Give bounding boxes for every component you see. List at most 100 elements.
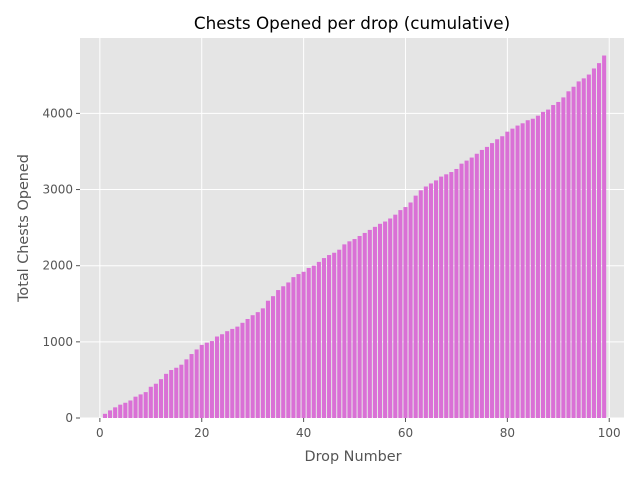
bar	[194, 349, 199, 418]
bar	[286, 282, 291, 418]
bar	[174, 367, 179, 418]
bar	[540, 111, 546, 418]
y-ticks: 0 1000 2000 3000 4000	[42, 106, 80, 425]
bar	[505, 131, 510, 418]
y-tick-label: 1000	[42, 335, 73, 349]
bar	[388, 218, 393, 418]
bar	[597, 63, 602, 419]
bar	[602, 55, 607, 419]
y-tick-label: 3000	[42, 183, 73, 197]
bar	[398, 210, 403, 418]
bar	[383, 221, 388, 418]
bar	[281, 286, 286, 418]
bar	[240, 322, 245, 418]
bar	[372, 226, 377, 418]
bar	[377, 223, 383, 418]
bar	[403, 207, 408, 418]
y-axis-label: Total Chests Opened	[16, 154, 32, 303]
bar	[169, 370, 174, 418]
bar	[148, 386, 153, 418]
bar	[108, 410, 113, 418]
bar	[561, 97, 566, 418]
bar	[321, 258, 327, 418]
bar	[209, 341, 214, 418]
bar	[413, 195, 418, 418]
bar	[291, 277, 296, 418]
x-tick-label: 100	[598, 426, 621, 440]
bar	[337, 249, 342, 418]
bar	[418, 190, 423, 418]
bar	[143, 392, 148, 418]
bar	[128, 400, 133, 418]
y-tick-label: 4000	[42, 106, 73, 120]
x-tick-label: 60	[398, 426, 413, 440]
bar	[296, 274, 301, 418]
bar	[454, 168, 459, 418]
bar	[479, 149, 484, 418]
bar	[434, 180, 439, 418]
bar	[276, 290, 281, 418]
bar	[556, 101, 561, 419]
bar	[225, 331, 230, 418]
bar	[490, 143, 495, 418]
bar	[444, 174, 449, 418]
bar	[271, 296, 276, 418]
bar	[515, 125, 520, 419]
bar	[250, 315, 255, 418]
bar	[357, 235, 362, 418]
bar	[153, 383, 158, 418]
bar	[474, 153, 479, 418]
y-tick-label: 2000	[42, 259, 73, 273]
bar	[525, 120, 530, 418]
bars	[102, 55, 607, 419]
bar	[576, 81, 581, 419]
bar	[459, 163, 464, 418]
bar	[530, 118, 535, 419]
bar	[423, 186, 428, 418]
bar	[469, 157, 474, 418]
x-axis-label: Drop Number	[304, 449, 401, 465]
bar	[235, 326, 240, 418]
bar	[255, 312, 260, 418]
bar	[138, 394, 143, 418]
bar	[428, 183, 433, 418]
bar	[164, 373, 169, 418]
bar	[204, 342, 209, 418]
bar	[367, 229, 372, 418]
bar	[158, 379, 164, 418]
y-tick-label: 0	[65, 411, 73, 425]
bar	[464, 160, 469, 418]
x-ticks: 0 20 40 60 80 100	[96, 418, 621, 440]
bar	[520, 123, 525, 418]
bar	[566, 91, 571, 418]
bar	[265, 300, 270, 418]
bar	[184, 359, 189, 418]
bar	[571, 86, 576, 418]
bar	[189, 354, 194, 418]
chart-title: Chests Opened per drop (cumulative)	[194, 13, 510, 33]
bar	[306, 267, 311, 418]
bar	[316, 261, 321, 418]
bar	[581, 78, 586, 418]
bar	[449, 172, 454, 418]
bar	[347, 241, 352, 418]
bar	[301, 271, 306, 418]
bar	[245, 319, 250, 418]
bar	[102, 413, 107, 418]
bar	[439, 176, 444, 418]
bar	[500, 136, 505, 419]
bar	[408, 202, 413, 418]
bar	[510, 128, 515, 418]
bar	[179, 364, 184, 418]
x-tick-label: 40	[296, 426, 311, 440]
bar	[220, 334, 225, 418]
x-tick-label: 80	[500, 426, 515, 440]
bar	[260, 308, 265, 418]
bar	[393, 214, 398, 418]
bar	[362, 232, 367, 418]
bar	[535, 115, 540, 418]
bar	[133, 396, 138, 418]
bar	[118, 404, 123, 418]
bar	[113, 407, 118, 418]
